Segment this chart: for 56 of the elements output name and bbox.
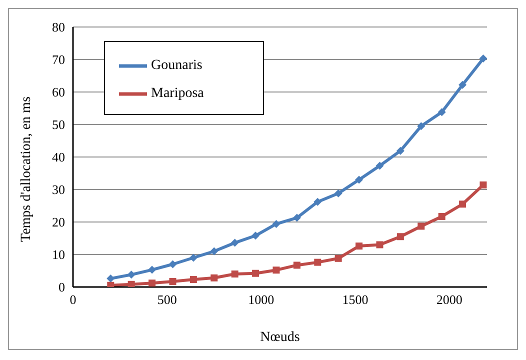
point [189, 254, 198, 262]
point [479, 54, 487, 63]
point [376, 241, 384, 248]
point [272, 220, 280, 228]
point [190, 276, 197, 284]
point [376, 162, 384, 170]
point [107, 282, 114, 287]
point [334, 189, 342, 198]
x-axis-title: Nœuds [260, 330, 300, 345]
point [106, 274, 115, 283]
point [458, 80, 467, 89]
point [169, 278, 176, 285]
y-tick-label: 10 [52, 247, 65, 262]
point [210, 247, 218, 256]
point [417, 122, 426, 130]
y-tick-label: 80 [52, 20, 65, 35]
point [210, 274, 218, 282]
point [128, 280, 135, 287]
point [314, 198, 322, 206]
y-tick-label: 60 [52, 84, 65, 100]
point [230, 238, 239, 247]
legend-label: Mariposa [151, 86, 204, 102]
point [438, 108, 446, 116]
x-tick-label: 1500 [342, 292, 368, 308]
point [459, 200, 466, 208]
y-tick-label: 30 [52, 182, 65, 198]
point [334, 254, 342, 262]
point [272, 266, 280, 274]
point [356, 242, 363, 250]
point [396, 146, 404, 155]
y-tick-label: 70 [52, 52, 65, 68]
x-tick-label: 500 [157, 292, 177, 308]
point [148, 266, 156, 274]
x-tick-label: 2000 [436, 292, 462, 308]
x-tick-label: 1000 [248, 292, 274, 308]
point [355, 176, 364, 184]
point [127, 270, 136, 279]
x-tick-label: 0 [70, 292, 76, 308]
point [252, 232, 260, 240]
y-tick-label: 0 [58, 280, 65, 295]
point [252, 270, 260, 277]
y-axis-title: Temps d'allocation, en ms [18, 96, 34, 242]
point [418, 222, 425, 230]
y-tick-label: 40 [52, 150, 65, 165]
point [438, 212, 446, 220]
point [396, 233, 404, 240]
y-tick-label: 20 [52, 214, 65, 230]
y-tick-label: 50 [52, 117, 65, 132]
point [168, 260, 177, 268]
point [480, 181, 487, 188]
point [231, 270, 238, 278]
point [148, 280, 156, 287]
point [292, 214, 301, 222]
legend-label: Gounaris [151, 58, 202, 74]
point [314, 258, 322, 266]
point [293, 262, 300, 269]
